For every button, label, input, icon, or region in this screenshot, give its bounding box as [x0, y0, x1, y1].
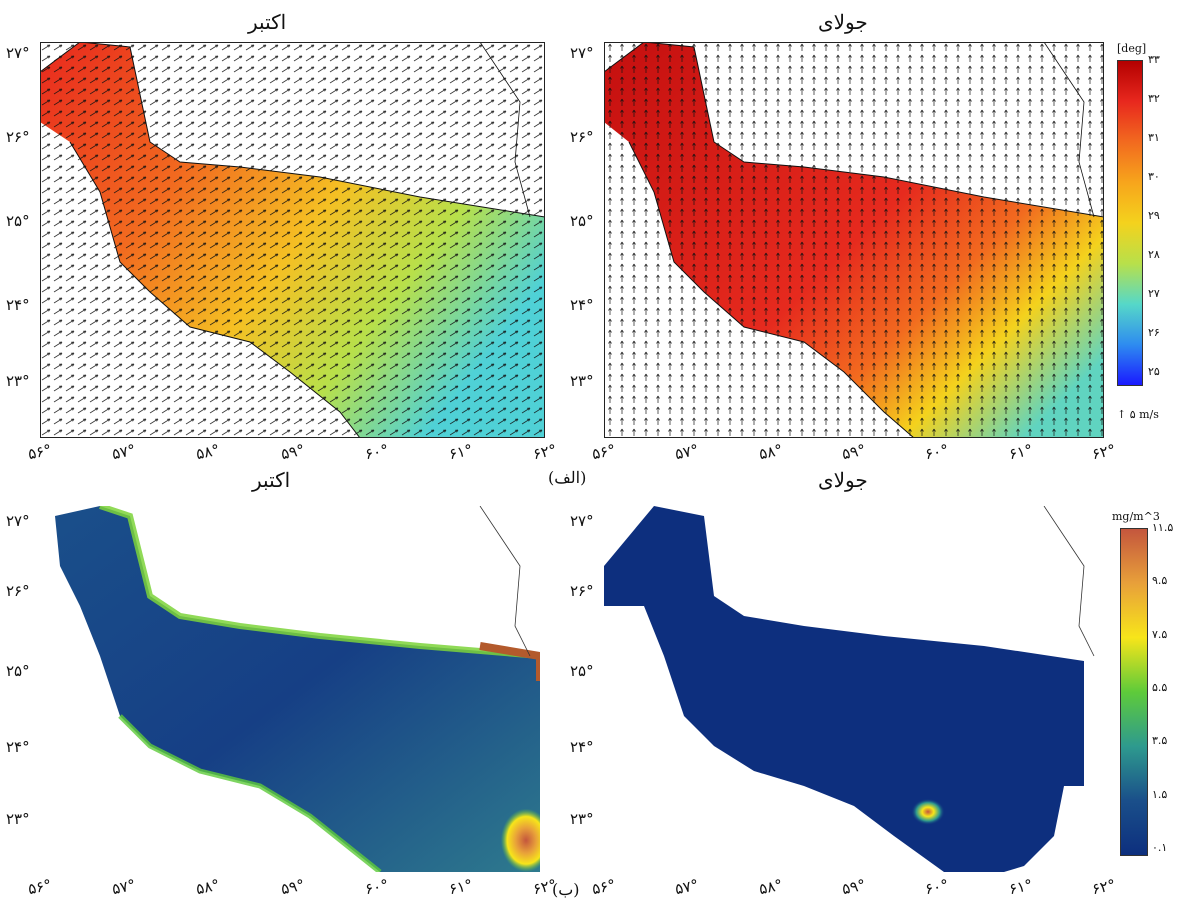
lat-tick-label: ۲۳° — [6, 810, 30, 828]
chl-colorbar-tick: ۳.۵ — [1152, 734, 1168, 748]
group-label-bottom: (ب) — [552, 880, 580, 899]
lon-tick-label: ۵۸° — [194, 440, 222, 464]
lon-tick-label: ۶۰° — [363, 440, 390, 464]
lat-tick-label: ۲۷° — [570, 512, 594, 530]
coastline-border — [479, 506, 531, 657]
lat-tick-label: ۲۵° — [6, 662, 30, 680]
lat-tick-label: ۲۴° — [6, 296, 30, 314]
sst-colorbar-tick: ۳۱ — [1148, 131, 1160, 144]
vector-legend-label: ۵ m/s — [1129, 408, 1159, 421]
lat-tick-label: ۲۷° — [570, 44, 594, 62]
border-line — [1043, 42, 1095, 218]
lon-tick-label: ۵۹° — [840, 875, 868, 899]
lon-tick-label: ۵۹° — [278, 875, 306, 899]
lat-tick-label: ۲۳° — [570, 810, 594, 828]
chl-colorbar-tick: ۰.۱ — [1152, 841, 1168, 854]
lon-tick-label: ۶۰° — [363, 875, 390, 899]
border-line — [479, 42, 531, 218]
panel-title-top-right: جولای — [818, 10, 868, 34]
chl-colorbar-tick: ۷.۵ — [1152, 627, 1168, 641]
coastline — [40, 42, 545, 218]
lat-tick-label: ۲۶° — [6, 582, 30, 600]
lon-tick-label: ۶۲° — [1090, 875, 1118, 899]
lon-tick-label: ۶۰° — [923, 440, 951, 464]
lon-tick-label: ۵۷° — [673, 440, 701, 464]
sst-map-october — [40, 42, 545, 438]
lon-tick-label: ۵۷° — [110, 875, 138, 899]
sst-colorbar-tick: ۲۵ — [1148, 365, 1160, 378]
lon-tick-label: ۵۹° — [278, 440, 306, 464]
coastline-south — [69, 141, 361, 438]
lon-tick-label: ۶۲° — [1090, 440, 1118, 464]
sst-colorbar — [1117, 60, 1143, 386]
lon-tick-label: ۵۷° — [673, 875, 701, 899]
chl-colorbar-tick: ۹.۵ — [1152, 574, 1168, 588]
coastline-south — [628, 141, 915, 438]
coastal-bloom-north — [99, 506, 540, 659]
lat-tick-label: ۲۳° — [570, 372, 594, 390]
coastline-border — [1043, 506, 1095, 657]
sst-map-july — [604, 42, 1104, 438]
lat-tick-label: ۲۵° — [570, 212, 594, 230]
lon-tick-label: ۶۱° — [447, 440, 475, 464]
chl-map-october — [40, 506, 540, 872]
chl-colorbar — [1120, 528, 1148, 856]
sst-colorbar-unit: [deg] — [1117, 42, 1147, 55]
lat-tick-label: ۲۳° — [6, 372, 30, 390]
group-label-top: (الف) — [548, 468, 587, 487]
lon-tick-label: ۶۱° — [1007, 440, 1034, 464]
panel-title-bottom-left: اکتبر — [252, 468, 291, 492]
coastal-bloom-east — [479, 642, 540, 681]
vector-legend: ↑ ۵ m/s — [1117, 408, 1159, 421]
lon-tick-label: ۵۹° — [840, 440, 868, 464]
lon-tick-label: ۶۱° — [1007, 875, 1034, 899]
chl-colorbar-tick: ۱.۵ — [1152, 787, 1168, 801]
lon-tick-label: ۵۸° — [194, 875, 222, 899]
lon-tick-label: ۵۶° — [590, 875, 618, 899]
lat-tick-label: ۲۶° — [6, 128, 30, 146]
lon-tick-label: ۵۸° — [757, 440, 784, 464]
sst-colorbar-tick: ۲۸ — [1148, 248, 1160, 261]
chl-map-july — [604, 506, 1104, 872]
sst-colorbar-tick: ۲۶ — [1148, 326, 1160, 339]
lon-tick-label: ۵۷° — [110, 440, 138, 464]
lat-tick-label: ۲۴° — [570, 296, 594, 314]
lat-tick-label: ۲۴° — [6, 738, 30, 756]
lon-tick-label: ۵۶° — [26, 440, 54, 464]
lon-tick-label: ۶۲° — [531, 440, 559, 464]
lat-tick-label: ۲۴° — [570, 738, 594, 756]
coastal-bloom-south — [118, 714, 382, 872]
sst-colorbar-tick: ۲۹ — [1148, 209, 1160, 222]
sst-colorbar-tick: ۳۳ — [1148, 53, 1160, 66]
lat-tick-label: ۲۶° — [570, 582, 594, 600]
chl-colorbar-tick: ۵.۵ — [1152, 681, 1168, 694]
sst-colorbar-tick: ۲۷ — [1148, 287, 1160, 300]
lat-tick-label: ۲۶° — [570, 128, 594, 146]
panel-title-bottom-right: جولای — [818, 468, 868, 492]
vector-arrow-icon: ↑ — [1117, 408, 1127, 421]
lat-tick-label: ۲۵° — [6, 212, 30, 230]
lon-tick-label: ۵۶° — [590, 440, 618, 464]
lon-tick-label: ۵۶° — [26, 875, 54, 899]
lon-tick-label: ۵۸° — [757, 875, 784, 899]
chl-colorbar-unit: mg/m^3 — [1112, 510, 1160, 523]
coastline — [604, 42, 1104, 218]
lat-tick-label: ۲۵° — [570, 662, 594, 680]
sst-colorbar-tick: ۳۰ — [1148, 170, 1160, 183]
panel-title-top-left: اکتبر — [248, 10, 287, 34]
sst-colorbar-tick: ۳۲ — [1148, 92, 1160, 105]
lat-tick-label: ۲۷° — [6, 44, 30, 62]
chl-colorbar-tick: ۱۱.۵ — [1152, 521, 1174, 534]
lat-tick-label: ۲۷° — [6, 512, 30, 530]
lon-tick-label: ۶۱° — [447, 875, 475, 899]
lon-tick-label: ۶۰° — [923, 875, 951, 899]
